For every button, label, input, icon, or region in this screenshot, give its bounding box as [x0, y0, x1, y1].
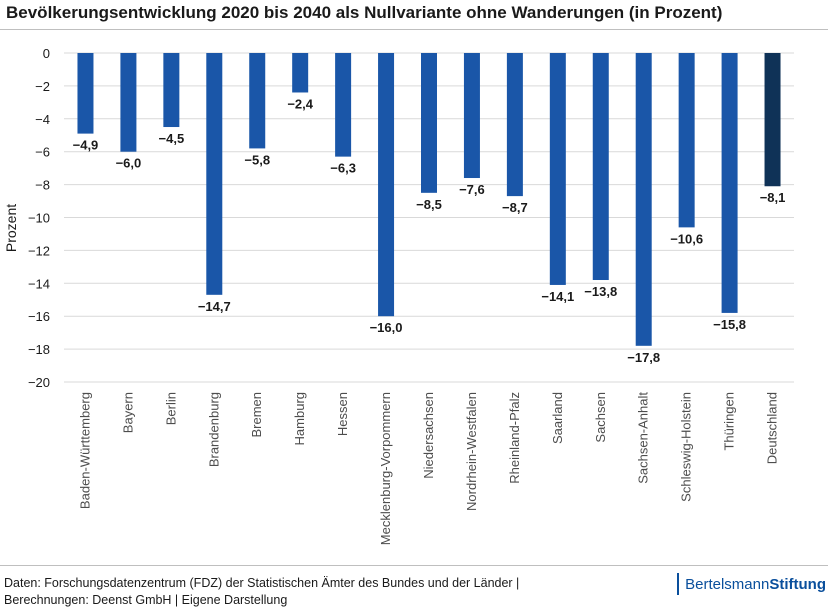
y-tick-label: −10	[28, 211, 50, 226]
bar	[506, 53, 523, 197]
bar	[678, 53, 695, 228]
chart-title: Bevölkerungsentwicklung 2020 bis 2040 al…	[6, 3, 723, 22]
data-label: −8,1	[760, 190, 786, 205]
bar	[206, 53, 223, 295]
data-label: −13,8	[584, 284, 617, 299]
category-label: Brandenburg	[206, 392, 221, 467]
bar	[163, 53, 180, 128]
bar	[721, 53, 738, 313]
category-label: Bayern	[120, 392, 135, 433]
category-label: Deutschland	[765, 392, 780, 464]
category-label: Rheinland-Pfalz	[507, 392, 522, 484]
bar	[592, 53, 609, 281]
y-tick-label: −6	[35, 145, 50, 160]
brand-bar	[677, 573, 680, 595]
y-axis-ticks: 0 −2 −4 −6 −8 −10 −12 −14 −16 −18 −20	[28, 46, 50, 390]
y-tick-label: −2	[35, 79, 50, 94]
data-label: −14,7	[198, 299, 231, 314]
x-axis-categories: Baden-Württemberg Bayern Berlin Brandenburg…	[77, 392, 779, 546]
bar	[421, 53, 437, 193]
data-labels: −4,9 −6,0 −4,5 −14,7 −5,8 −2,4 −6,3 −16,0 −8,5 −7…	[73, 96, 786, 364]
data-label: −15,8	[713, 317, 746, 332]
y-tick-label: −20	[28, 375, 50, 390]
y-tick-label: −8	[35, 178, 50, 193]
data-label: −5,8	[244, 152, 270, 167]
bar	[463, 53, 480, 179]
y-tick-label: −12	[28, 243, 50, 258]
bar	[292, 53, 309, 93]
y-axis-title: Prozent	[3, 204, 19, 252]
data-label: −14,1	[541, 289, 574, 304]
source-line-1: Daten: Forschungsdatenzentrum (FDZ) der …	[4, 576, 520, 590]
category-label: Hamburg	[292, 392, 307, 445]
title-divider	[0, 29, 828, 30]
category-label: Sachsen	[593, 392, 608, 443]
bar	[249, 53, 266, 149]
data-label: −6,3	[330, 161, 356, 176]
data-label: −4,5	[159, 131, 185, 146]
bars	[77, 53, 781, 346]
bar	[764, 53, 781, 187]
category-label: Nordrhein-Westfalen	[464, 392, 479, 511]
bar	[378, 53, 395, 317]
data-label: −2,4	[287, 96, 313, 111]
y-tick-label: −16	[28, 309, 50, 324]
data-label: −17,8	[627, 350, 660, 365]
category-label: Thüringen	[722, 392, 737, 451]
bar-chart: −4,9 −6,0 −4,5 −14,7 −5,8 −2,4 −6,3 −16,0 −8,5 −7…	[3, 46, 794, 546]
category-label: Sachsen-Anhalt	[636, 392, 651, 484]
gridlines	[64, 52, 794, 383]
y-tick-label: −4	[35, 112, 50, 127]
category-label: Baden-Württemberg	[77, 392, 92, 509]
category-label: Saarland	[550, 392, 565, 444]
brand-name: BertelsmannStiftung	[685, 576, 826, 593]
data-label: −7,6	[459, 182, 485, 197]
y-tick-label: −18	[28, 342, 50, 357]
data-label: −8,5	[416, 197, 442, 212]
category-label: Mecklenburg-Vorpommern	[378, 392, 393, 545]
bar	[77, 53, 94, 134]
data-label: −6,0	[116, 156, 142, 171]
y-tick-label: 0	[43, 46, 50, 61]
brand-name-light: Bertelsmann	[685, 575, 770, 593]
brand-logo: BertelsmannStiftung	[677, 573, 826, 595]
data-label: −4,9	[73, 138, 99, 153]
category-label: Bremen	[249, 392, 264, 438]
y-tick-label: −14	[28, 276, 50, 291]
data-label: −10,6	[670, 231, 703, 246]
brand-name-bold: Stiftung	[769, 575, 826, 593]
data-label: −8,7	[502, 200, 528, 215]
bar	[120, 53, 137, 152]
category-label: Schleswig-Holstein	[679, 392, 694, 502]
bar	[635, 53, 652, 346]
bar	[335, 53, 352, 157]
category-label: Berlin	[163, 392, 178, 425]
data-label: −16,0	[370, 320, 403, 335]
footer-divider	[0, 565, 828, 566]
category-label: Hessen	[335, 392, 350, 436]
bar	[549, 53, 566, 285]
category-label: Niedersachsen	[421, 392, 436, 479]
source-line-2: Berechnungen: Deenst GmbH | Eigene Darst…	[4, 593, 288, 607]
source-note: Daten: Forschungsdatenzentrum (FDZ) der …	[4, 575, 519, 609]
